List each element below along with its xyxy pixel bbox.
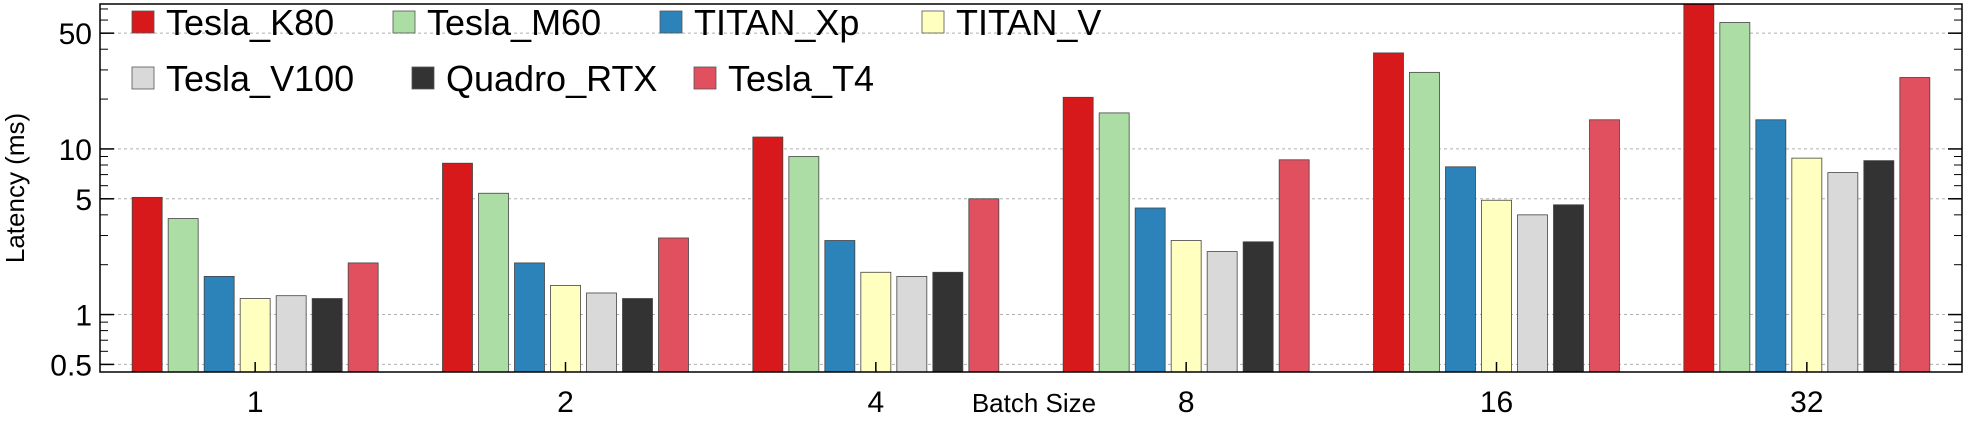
legend-item-tesla-t4: Tesla_T4 [693,58,874,99]
bar-quadro-rtx-4 [932,271,964,373]
bar-quadro-rtx-8 [1242,241,1274,373]
legend-swatch [131,10,155,34]
bars [131,3,1931,373]
legend-item-titan-xp: TITAN_Xp [659,2,859,43]
x-axis: 1 2 4 8 16 32 [247,362,1824,419]
bar-tesla-k80-2 [442,162,473,373]
legend-label: Tesla_V100 [166,58,354,99]
bar-tesla-t4-8 [1278,159,1310,373]
legend-swatch [392,10,416,34]
y-tick-label: 0.5 [50,349,92,382]
bar-tesla-t4-1 [347,262,379,373]
bar-titan-v-4 [860,271,892,373]
y-tick-label: 1 [75,300,92,333]
bar-tesla-k80-16 [1373,52,1404,373]
x-tick-label: 16 [1480,386,1513,419]
legend-item-tesla-v100: Tesla_V100 [131,58,354,99]
y-tick-label: 10 [59,134,92,167]
bar-titan-xp-2 [514,262,545,373]
bar-quadro-rtx-1 [311,298,343,373]
bar-tesla-t4-16 [1589,119,1620,373]
bar-tesla-m60-4 [788,156,820,373]
x-tick-label: 2 [557,386,574,419]
bar-titan-v-8 [1170,240,1202,373]
legend-label: TITAN_Xp [694,2,859,43]
bar-tesla-k80-8 [1062,96,1094,373]
grid-lines [100,32,1962,365]
bar-quadro-rtx-16 [1553,204,1584,373]
bar-quadro-rtx-2 [622,298,653,373]
bar-titan-xp-16 [1445,166,1476,373]
bar-tesla-t4-2 [658,237,689,373]
bar-titan-xp-8 [1134,207,1166,373]
bar-tesla-v100-1 [275,295,307,373]
bar-tesla-v100-4 [896,275,928,373]
bar-tesla-v100-2 [586,292,617,373]
y-tick-label: 5 [75,184,92,217]
x-tick-label: 8 [1178,386,1195,419]
legend-swatch [131,66,155,90]
legend-label: Tesla_T4 [728,58,874,99]
bar-tesla-m60-32 [1719,22,1751,373]
bar-titan-xp-1 [203,275,235,373]
x-tick-label: 32 [1790,386,1823,419]
bar-tesla-v100-8 [1206,251,1238,373]
legend: Tesla_K80 Tesla_M60 TITAN_Xp TITAN_V Tesla_V… [131,2,1101,99]
bar-tesla-v100-32 [1827,172,1859,373]
legend-label: Quadro_RTX [446,58,657,99]
legend-item-tesla-m60: Tesla_M60 [392,2,601,43]
bar-tesla-m60-1 [167,218,199,373]
bar-quadro-rtx-32 [1863,160,1895,373]
legend-swatch [693,66,717,90]
bar-titan-v-16 [1481,199,1512,373]
bar-tesla-k80-1 [131,196,163,373]
bar-titan-xp-32 [1755,119,1787,373]
plot-frame [99,3,1963,373]
x-tick-label: 4 [867,386,884,419]
bar-titan-v-1 [239,298,271,373]
legend-item-tesla-k80: Tesla_K80 [131,2,334,43]
bar-tesla-m60-8 [1098,112,1130,373]
bar-tesla-k80-32 [1683,3,1715,373]
y-tick-label: 50 [59,18,92,51]
bar-tesla-t4-4 [968,198,1000,373]
y-axis: 0.5 1 5 10 50 [50,8,1962,382]
bar-tesla-m60-2 [478,192,509,373]
bar-tesla-k80-4 [752,136,784,373]
legend-item-quadro-rtx: Quadro_RTX [411,58,657,99]
legend-label: Tesla_M60 [427,2,601,43]
bar-tesla-m60-16 [1409,71,1440,373]
legend-label: Tesla_K80 [166,2,334,43]
bar-tesla-v100-16 [1517,214,1548,373]
legend-swatch [659,10,683,34]
y-axis-title: Latency (ms) [0,113,30,263]
legend-swatch [921,10,945,34]
legend-label: TITAN_V [956,2,1101,43]
bar-titan-v-32 [1791,157,1823,373]
legend-swatch [411,66,435,90]
bar-titan-v-2 [550,284,581,373]
bar-titan-xp-4 [824,240,856,373]
legend-item-titan-v: TITAN_V [921,2,1101,43]
x-tick-label: 1 [247,386,264,419]
x-axis-title: Batch Size [972,388,1096,418]
bar-tesla-t4-32 [1899,77,1931,373]
